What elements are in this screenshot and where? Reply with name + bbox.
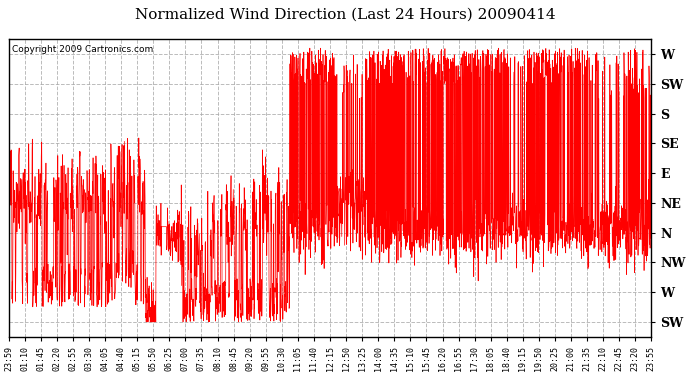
Text: Normalized Wind Direction (Last 24 Hours) 20090414: Normalized Wind Direction (Last 24 Hours… (135, 8, 555, 21)
Text: Copyright 2009 Cartronics.com: Copyright 2009 Cartronics.com (12, 45, 153, 54)
